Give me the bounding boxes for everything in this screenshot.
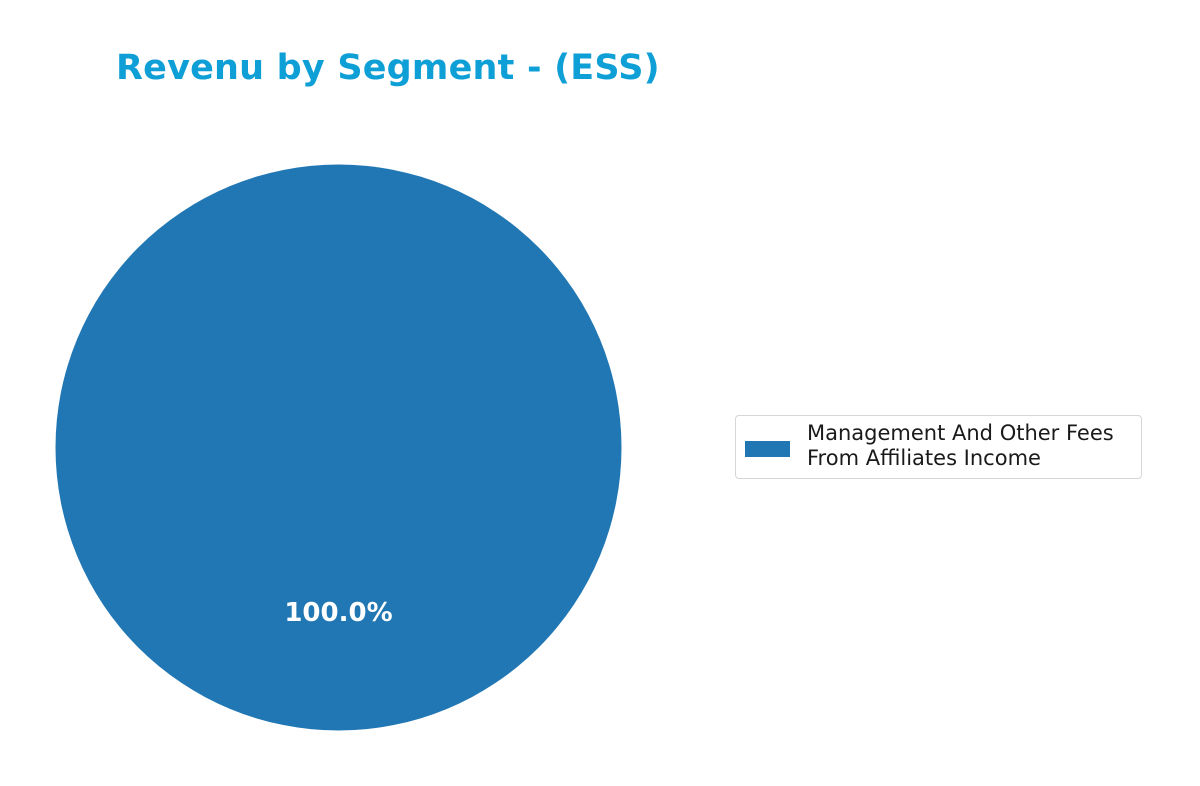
legend-swatch-management-fees: [745, 441, 790, 457]
legend-label-line-2: From Affiliates Income: [807, 446, 1041, 470]
chart-title: Revenu by Segment - (ESS): [116, 48, 660, 88]
legend-label-management-fees: Management And Other Fees From Affiliate…: [807, 421, 1114, 471]
legend: Management And Other Fees From Affiliate…: [735, 415, 1142, 479]
pie-slice-label: 100.0%: [284, 598, 393, 628]
legend-label-line-1: Management And Other Fees: [807, 421, 1114, 445]
pie-slice-management-fees: [55, 164, 622, 731]
pie-svg: [55, 164, 622, 731]
pie-chart: 100.0%: [55, 164, 622, 731]
